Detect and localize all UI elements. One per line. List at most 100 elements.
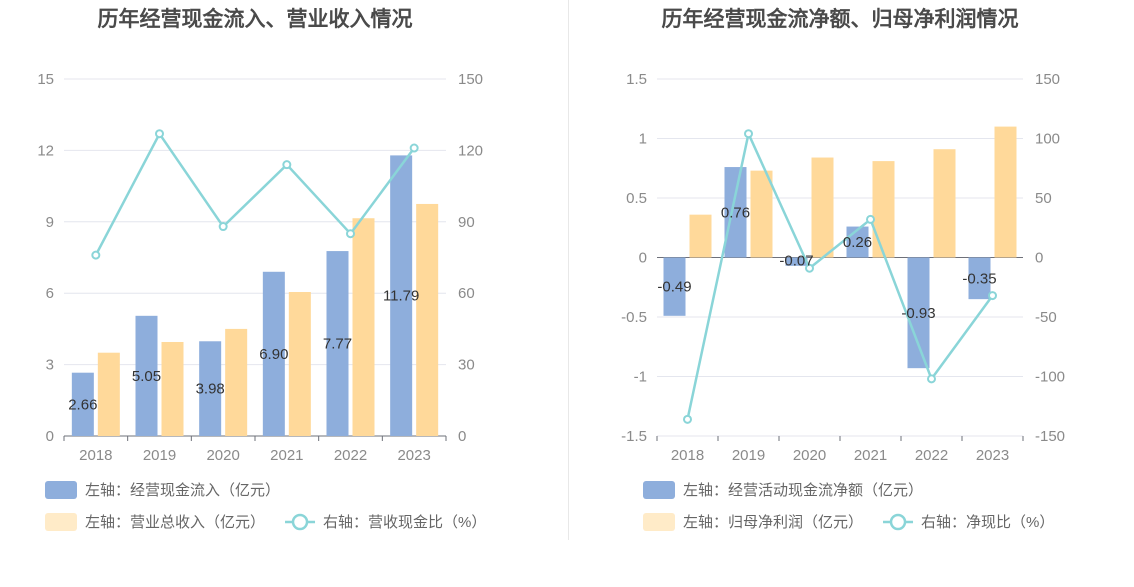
y-left-tick-label: 1 (639, 131, 647, 148)
y-left-tick-label: 0 (639, 250, 647, 267)
x-tick-label: 2019 (732, 447, 765, 464)
data-label: 11.79 (383, 288, 419, 305)
legend-label: 左轴：经营现金流入（亿元） (85, 482, 280, 499)
legend-swatch (643, 513, 675, 531)
y-right-tick-label: 50 (1035, 190, 1052, 207)
legend-label: 左轴：归母净利润（亿元） (683, 514, 863, 531)
bar-s0-2021 (262, 271, 285, 436)
line-point-2020 (218, 222, 228, 232)
bar-s0-2023 (968, 257, 991, 300)
y-left-tick-label: -1.5 (621, 428, 647, 445)
data-label: -0.49 (657, 279, 691, 296)
legend-label: 右轴：营收现金比（%） (323, 514, 486, 531)
line-point-2020 (805, 263, 814, 273)
y-left-tick-label: 0 (46, 428, 54, 445)
bar-s1-2019 (750, 170, 773, 258)
y-right-tick-label: -100 (1035, 369, 1065, 386)
line-point-2018 (91, 250, 101, 260)
legend-swatch (45, 513, 77, 531)
line-point-2019 (155, 129, 164, 139)
y-right-tick-label: 60 (458, 285, 475, 302)
y-right-tick-label: 100 (1035, 131, 1060, 148)
data-label: -0.93 (901, 305, 935, 322)
y-left-tick-label: 12 (37, 142, 54, 159)
bar-s1-2023 (994, 126, 1017, 258)
line-series (94, 131, 416, 256)
legend-swatch (643, 481, 675, 499)
bar-s0-2022 (907, 257, 930, 369)
bar-s1-2023 (416, 203, 439, 436)
data-label: 6.90 (259, 346, 288, 363)
x-tick-label: 2018 (79, 447, 112, 464)
data-label: 2.66 (68, 396, 97, 413)
chart-right: 历年经营现金流净额、归母净利润情况 -1.5 -1 -0.5 0 0.5 1 1.5 -150 -… (567, 0, 1134, 582)
y-right-tick-label: 90 (458, 214, 475, 231)
y-right-tick-label: 0 (458, 428, 466, 445)
bar-s1-2019 (161, 341, 184, 436)
chart-title: 历年经营现金流入、营业收入情况 (98, 7, 413, 31)
y-left-tick-label: 0.5 (626, 190, 647, 207)
y-right-tick-label: 0 (1035, 250, 1043, 267)
data-label: 7.77 (323, 336, 352, 353)
y-left-tick-label: -1 (634, 369, 647, 386)
line-point-2021 (866, 214, 875, 224)
y-left-tick-label: 6 (46, 285, 54, 302)
y-right-tick-label: -150 (1035, 428, 1065, 445)
line-point-2019 (744, 129, 753, 139)
bar-s0-2018 (71, 372, 94, 436)
bar-s0-2018 (663, 257, 686, 316)
bar-s0-2022 (326, 251, 349, 436)
data-label: 3.98 (196, 381, 225, 398)
data-label: 5.05 (132, 368, 161, 385)
line-point-2021 (282, 160, 292, 170)
data-label: -0.35 (962, 270, 996, 287)
x-tick-label: 2019 (143, 447, 176, 464)
y-right-tick-label: 150 (458, 71, 483, 88)
x-tick-label: 2022 (334, 447, 367, 464)
x-tick-label: 2022 (915, 447, 948, 464)
bar-s0-2023 (390, 155, 413, 436)
bar-s1-2018 (689, 214, 712, 258)
data-label: -0.07 (779, 253, 813, 270)
x-tick-label: 2023 (976, 447, 1009, 464)
bar-s0-2020 (199, 341, 222, 436)
y-right-tick-label: -50 (1035, 309, 1057, 326)
bar-s0-2019 (724, 167, 747, 258)
line-point-2023 (409, 143, 419, 153)
y-right-tick-label: 30 (458, 357, 475, 374)
bar-s1-2022 (933, 149, 956, 258)
y-right-tick-label: 150 (1035, 71, 1060, 88)
data-label: 0.76 (721, 204, 750, 221)
chart-title: 历年经营现金流净额、归母净利润情况 (662, 7, 1019, 31)
legend-swatch (45, 481, 77, 499)
chart-left-svg: 历年经营现金流入、营业收入情况0369121503060901201502018… (37, 7, 486, 531)
bar-s0-2020 (785, 257, 808, 266)
legend-label: 左轴：营业总收入（亿元） (85, 514, 265, 531)
line-point-2018 (683, 414, 692, 424)
bar-s1-2020 (811, 157, 834, 258)
y-left-tick-label: -0.5 (621, 309, 647, 326)
y-left-tick-label: 3 (46, 357, 54, 374)
legend-label: 右轴：净现比（%） (921, 514, 1054, 531)
y-left-tick-label: 15 (37, 71, 54, 88)
line-point-2022 (346, 229, 355, 239)
legend-line-marker (889, 513, 907, 531)
x-tick-label: 2020 (793, 447, 826, 464)
line-point-2023 (988, 291, 997, 301)
bar-s1-2021 (872, 161, 895, 258)
y-left-tick-label: 9 (46, 214, 54, 231)
bar-s1-2021 (288, 292, 311, 436)
bar-s1-2018 (97, 352, 120, 436)
legend-line-marker (291, 513, 309, 531)
panel-divider (568, 0, 569, 540)
bar-s0-2019 (135, 315, 158, 436)
y-right-tick-label: 120 (458, 142, 483, 159)
x-tick-label: 2020 (206, 447, 239, 464)
line-series (686, 129, 994, 420)
line-point-2022 (927, 374, 936, 384)
data-label: 0.26 (843, 234, 872, 251)
legend-label: 左轴：经营活动现金流净额（亿元） (683, 482, 923, 499)
y-left-tick-label: 1.5 (626, 71, 647, 88)
x-tick-label: 2023 (397, 447, 430, 464)
bar-s1-2022 (352, 218, 375, 436)
